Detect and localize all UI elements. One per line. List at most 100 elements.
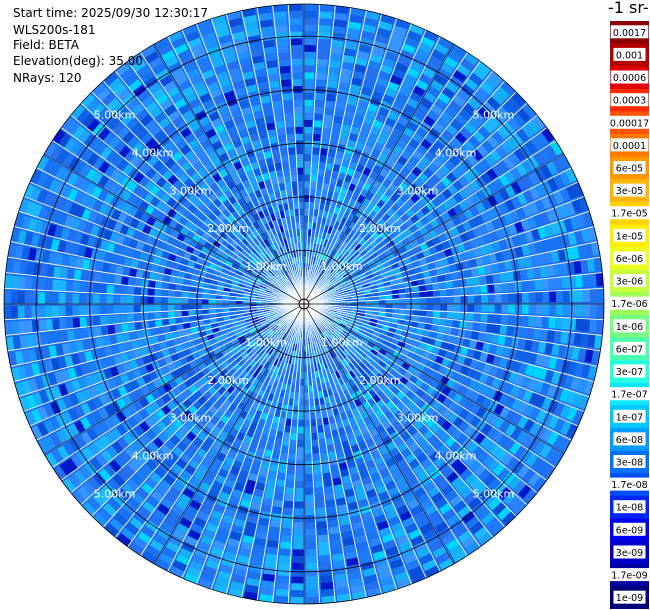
beta-cell [278, 555, 291, 563]
beta-cell [279, 417, 286, 426]
beta-cell [272, 325, 279, 332]
beta-cell [236, 512, 248, 522]
beta-cell [348, 318, 356, 324]
beta-cell [201, 299, 209, 304]
beta-cell [274, 366, 280, 374]
beta-cell [365, 307, 373, 311]
beta-cell [203, 381, 213, 391]
beta-cell [327, 374, 334, 382]
beta-cell [357, 404, 366, 413]
beta-cell [295, 385, 300, 393]
beta-cell [565, 390, 577, 405]
beta-cell [373, 478, 385, 489]
beta-cell [256, 338, 264, 346]
beta-cell [481, 422, 493, 435]
beta-cell [224, 409, 234, 419]
beta-cell [257, 357, 264, 365]
beta-cell [296, 154, 303, 161]
beta-cell [294, 113, 303, 121]
beta-cell [318, 334, 323, 342]
beta-cell [92, 283, 101, 294]
beta-cell [273, 351, 280, 359]
beta-cell [351, 444, 361, 453]
beta-cell [79, 282, 87, 293]
beta-cell [318, 432, 326, 440]
beta-cell [364, 482, 375, 492]
beta-cell [359, 341, 367, 348]
beta-cell [445, 489, 459, 502]
beta-cell [447, 304, 454, 311]
beta-cell [175, 499, 189, 511]
beta-cell [255, 482, 266, 491]
beta-cell [248, 473, 259, 482]
beta-cell [309, 195, 315, 203]
beta-cell [192, 554, 207, 565]
beta-cell [442, 448, 454, 460]
beta-cell [283, 432, 291, 440]
beta-cell [158, 432, 169, 444]
beta-cell [292, 92, 303, 100]
beta-cell [24, 306, 32, 319]
beta-cell [535, 353, 545, 366]
beta-cell [356, 541, 370, 551]
beta-cell [314, 92, 325, 101]
beta-cell [333, 435, 342, 444]
beta-cell [330, 422, 338, 431]
beta-cell [274, 25, 288, 33]
beta-cell [322, 465, 331, 474]
beta-cell [213, 382, 222, 391]
beta-cell [425, 565, 441, 578]
beta-cell [323, 361, 329, 369]
beta-cell [315, 79, 326, 87]
beta-cell [113, 315, 121, 324]
beta-cell [271, 513, 282, 521]
beta-cell [140, 433, 152, 446]
beta-cell [361, 323, 369, 328]
beta-cell [337, 353, 345, 361]
beta-cell [396, 390, 406, 400]
beta-cell [527, 315, 536, 327]
beta-cell [472, 501, 487, 515]
beta-cell [375, 514, 388, 524]
beta-cell [193, 470, 206, 482]
beta-cell [220, 521, 233, 531]
beta-cell [193, 390, 203, 400]
beta-cell [242, 492, 253, 502]
beta-cell [449, 335, 458, 344]
beta-cell [141, 482, 154, 495]
beta-cell [237, 554, 251, 565]
beta-cell [362, 401, 371, 410]
beta-cell [513, 479, 527, 494]
beta-cell [189, 560, 204, 572]
beta-cell [378, 311, 386, 317]
beta-cell [251, 343, 259, 350]
beta-cell [401, 487, 414, 498]
beta-cell [304, 51, 316, 59]
beta-cell [346, 336, 354, 343]
beta-cell [316, 411, 323, 420]
beta-cell [310, 181, 316, 189]
beta-cell [544, 369, 555, 383]
beta-cell [283, 106, 293, 115]
beta-cell [357, 331, 365, 338]
beta-cell [458, 420, 470, 432]
beta-cell [383, 503, 396, 514]
beta-cell [356, 364, 364, 373]
beta-cell [243, 528, 256, 538]
beta-cell [450, 370, 460, 381]
beta-cell [487, 313, 495, 323]
beta-cell [462, 376, 473, 387]
beta-cell [387, 347, 396, 355]
beta-cell [391, 386, 401, 395]
beta-cell [421, 335, 430, 344]
beta-cell [276, 582, 290, 590]
beta-cell [224, 508, 237, 518]
beta-cell [284, 120, 294, 128]
beta-cell [250, 466, 260, 476]
beta-cell [244, 457, 254, 467]
beta-cell [52, 318, 60, 331]
beta-cell [560, 420, 572, 436]
beta-cell [314, 335, 319, 343]
beta-cell [345, 453, 355, 462]
